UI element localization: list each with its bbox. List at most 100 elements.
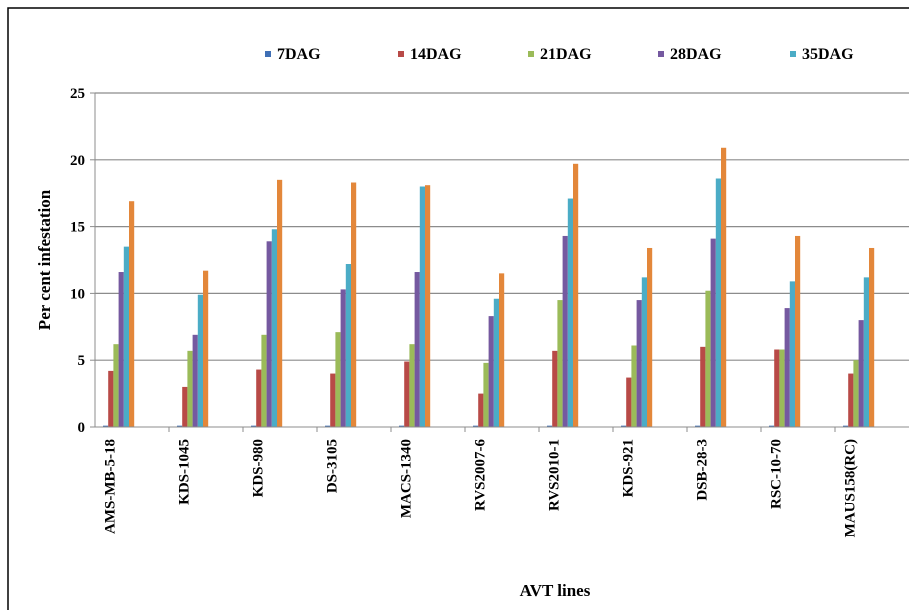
x-tick-label: MACS-1340: [399, 439, 415, 518]
legend-label-7dag: 7DAG: [277, 46, 321, 63]
x-tick-label: KDS-980: [251, 439, 267, 497]
legend-swatch-28dag: [658, 51, 664, 57]
bar-35dag-kds-980: [271, 229, 277, 427]
legend-label-28dag: 28DAG: [670, 46, 722, 63]
bar-7dag-ams-mb-5-18: [103, 425, 109, 427]
y-tick-label: 20: [70, 153, 85, 169]
chart-border: [7, 7, 909, 610]
legend-swatch-35dag: [790, 51, 796, 57]
bar-7dag-rvs2010-1: [547, 425, 553, 427]
bar-28dag-macs-1340: [414, 272, 420, 427]
bar-21dag-ams-mb-5-18: [113, 344, 119, 427]
bar-28dag-rvs2007-6: [488, 316, 494, 427]
bar-series-6-maus158(rc): [869, 247, 875, 427]
bar-28dag-rsc-10-70: [784, 308, 790, 427]
bar-35dag-ds-3105: [345, 264, 351, 427]
bar-14dag-macs-1340: [404, 361, 410, 427]
bar-21dag-kds-921: [631, 345, 637, 427]
bar-21dag-ds-3105: [335, 332, 341, 427]
bar-7dag-ds-3105: [325, 425, 331, 427]
x-tick-label: AMS-MB-5-18: [103, 439, 119, 534]
legend: 7DAG 14DAG 21DAG 28DAG 35DAG: [265, 46, 854, 63]
bar-14dag-kds-921: [626, 377, 632, 427]
bar-14dag-rsc-10-70: [774, 349, 780, 427]
x-tick-label: RVS2007-6: [473, 439, 489, 511]
bar-7dag-macs-1340: [399, 425, 405, 427]
bar-28dag-kds-1045: [192, 334, 198, 427]
y-tick-label: 15: [70, 220, 85, 236]
bar-14dag-kds-1045: [182, 386, 188, 427]
bar-series-6-kds-980: [277, 179, 283, 427]
x-tick-label: KDS-921: [621, 439, 637, 497]
bar-7dag-dsb-28-3: [695, 425, 701, 427]
y-tick-label: 0: [78, 420, 86, 436]
bar-14dag-kds-980: [256, 369, 262, 427]
bar-35dag-ams-mb-5-18: [123, 246, 129, 427]
bar-series-6-rvs2007-6: [499, 273, 505, 427]
bar-series-6-kds-1045: [203, 270, 209, 427]
bar-21dag-macs-1340: [409, 344, 415, 427]
x-axis-title: AVT lines: [520, 581, 591, 600]
bar-7dag-rsc-10-70: [769, 425, 775, 427]
bar-7dag-rvs2007-6: [473, 425, 479, 427]
bar-14dag-rvs2010-1: [552, 350, 558, 427]
bar-21dag-rvs2007-6: [483, 362, 489, 427]
bar-21dag-kds-1045: [187, 350, 193, 427]
bar-21dag-kds-980: [261, 334, 267, 427]
bar-28dag-dsb-28-3: [710, 238, 716, 427]
bar-35dag-dsb-28-3: [715, 178, 721, 427]
x-tick-label: RSC-10-70: [769, 439, 785, 509]
legend-swatch-14dag: [398, 51, 404, 57]
bars: [103, 147, 875, 432]
bar-series-6-kds-921: [647, 247, 653, 427]
bar-series-6-rvs2010-1: [573, 163, 579, 428]
bar-7dag-kds-1045: [177, 425, 183, 427]
y-tick-labels: 0 5 10 15 20 25: [70, 86, 85, 436]
bar-35dag-kds-1045: [197, 294, 203, 427]
x-tick-label: DSB-28-3: [695, 439, 711, 501]
bar-28dag-maus158(rc): [858, 320, 864, 427]
bar-series-6-ds-3105: [351, 182, 357, 427]
x-tick-label: DS-3105: [325, 439, 341, 493]
bar-21dag-rvs2010-1: [557, 300, 563, 427]
x-tick-labels: AMS-MB-5-18 KDS-1045 KDS-980 DS-3105 MACS-13…: [103, 439, 859, 538]
legend-label-21dag: 21DAG: [540, 46, 592, 63]
x-tick-label: KDS-1045: [177, 439, 193, 505]
legend-label-14dag: 14DAG: [410, 46, 462, 63]
bar-21dag-rsc-10-70: [779, 349, 785, 427]
bar-14dag-maus158(rc): [848, 373, 854, 427]
bar-14dag-dsb-28-3: [700, 346, 706, 427]
legend-label-35dag: 35DAG: [802, 46, 854, 63]
bar-series-6-macs-1340: [425, 185, 431, 427]
bar-21dag-dsb-28-3: [705, 290, 711, 427]
x-tick-label: MAUS158(RC): [843, 439, 859, 537]
y-tick-label: 5: [78, 353, 86, 369]
bar-21dag-maus158(rc): [853, 360, 859, 427]
bar-28dag-ams-mb-5-18: [118, 272, 124, 427]
legend-swatch-21dag: [528, 51, 534, 57]
x-tick-label: RVS2010-1: [547, 439, 563, 511]
bar-28dag-ds-3105: [340, 289, 346, 427]
bar-14dag-ams-mb-5-18: [108, 370, 114, 427]
bar-28dag-kds-921: [636, 300, 642, 427]
axes: [94, 93, 909, 428]
gridlines: [90, 92, 909, 428]
bar-series-6-dsb-28-3: [721, 147, 727, 427]
y-tick-label: 25: [70, 86, 85, 102]
bar-35dag-maus158(rc): [863, 277, 869, 427]
bar-7dag-kds-921: [621, 425, 627, 427]
bar-35dag-rvs2010-1: [567, 198, 573, 427]
y-axis-title: Per cent infestation: [35, 189, 54, 330]
bar-7dag-kds-980: [251, 425, 257, 427]
y-tick-label: 10: [70, 286, 85, 302]
legend-swatch-7dag: [265, 51, 271, 57]
bar-14dag-ds-3105: [330, 373, 336, 427]
bar-14dag-rvs2007-6: [478, 393, 484, 427]
bar-35dag-rsc-10-70: [789, 281, 795, 427]
bar-series-6-ams-mb-5-18: [129, 201, 135, 427]
bar-28dag-rvs2010-1: [562, 235, 568, 427]
bar-series-6-rsc-10-70: [795, 235, 801, 427]
bar-7dag-maus158(rc): [843, 425, 849, 427]
